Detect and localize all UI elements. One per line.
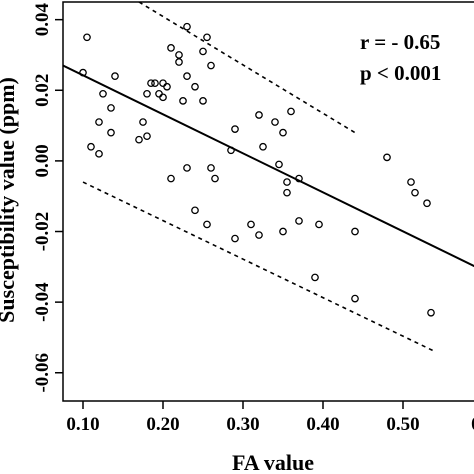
data-point	[167, 44, 175, 52]
p-value-annotation: p < 0.001	[360, 61, 441, 85]
y-axis-ticks: -0.06 -0.04 -0.02 0.00 0.02 0.04	[32, 3, 63, 393]
y-tick-label: 0.02	[32, 74, 53, 107]
plot-frame	[62, 1, 474, 402]
data-point	[283, 178, 291, 186]
data-point	[143, 132, 151, 141]
x-axis-ticks: 0.10 0.20 0.30 0.40 0.50 0.6	[66, 401, 474, 435]
data-point	[159, 79, 167, 88]
x-tick-label: 0.20	[146, 414, 179, 435]
data-point	[199, 47, 207, 56]
data-point	[151, 79, 159, 88]
y-tick-label: 0.04	[32, 3, 53, 37]
data-point	[159, 93, 167, 102]
data-point	[179, 97, 187, 105]
data-point	[175, 58, 183, 66]
data-point	[183, 22, 191, 31]
data-point	[79, 68, 87, 77]
data-point	[411, 188, 419, 197]
data-point	[295, 174, 303, 183]
x-axis-title: FA value	[232, 450, 314, 474]
data-point	[287, 107, 295, 116]
data-point	[167, 174, 175, 183]
data-point	[255, 111, 263, 119]
data-point	[295, 217, 303, 225]
data-point	[275, 160, 283, 169]
data-point	[255, 231, 263, 239]
data-point	[107, 104, 115, 112]
regression-line-group	[63, 64, 474, 268]
x-tick-label: 0.10	[66, 414, 99, 435]
data-point	[311, 273, 319, 282]
y-tick-label: -0.06	[32, 353, 53, 393]
data-point	[231, 125, 239, 133]
data-point	[423, 199, 431, 208]
data-point	[383, 153, 391, 162]
x-tick-label: 0.6	[471, 414, 474, 435]
data-point	[407, 178, 415, 186]
x-tick-label: 0.50	[386, 414, 419, 435]
data-point	[83, 33, 91, 42]
data-point	[191, 206, 199, 215]
x-tick-label: 0.30	[226, 414, 259, 435]
data-point	[427, 308, 435, 317]
data-point	[107, 128, 115, 137]
y-axis-title: Susceptibility value (ppm)	[0, 77, 19, 323]
data-point	[247, 220, 255, 229]
data-point	[183, 72, 191, 81]
data-point	[135, 135, 143, 144]
data-point	[227, 146, 235, 155]
data-point	[199, 97, 207, 105]
data-point	[207, 61, 215, 70]
data-point	[231, 234, 239, 243]
data-point	[203, 33, 211, 42]
data-point	[203, 220, 211, 229]
data-point	[175, 51, 183, 59]
data-point	[147, 79, 155, 88]
y-tick-label: -0.04	[32, 282, 53, 322]
y-tick-label: -0.02	[32, 212, 53, 252]
data-point	[155, 89, 163, 98]
data-point	[191, 82, 199, 91]
data-points	[79, 22, 435, 317]
correlation-annotation: r = - 0.65	[360, 30, 440, 54]
data-point	[87, 142, 95, 151]
data-point	[259, 142, 267, 151]
data-point	[143, 89, 151, 98]
data-point	[111, 72, 119, 81]
data-point	[211, 174, 219, 183]
y-tick-label: 0.00	[32, 144, 53, 177]
data-point	[99, 89, 107, 98]
data-point	[283, 188, 291, 197]
upper-prediction-band	[138, 2, 356, 134]
data-point	[279, 128, 287, 137]
x-tick-label: 0.40	[306, 414, 339, 435]
data-point	[351, 227, 359, 236]
data-point	[351, 294, 359, 303]
regression-line	[63, 64, 474, 268]
data-point	[279, 227, 287, 236]
data-point	[95, 149, 103, 158]
lower-prediction-band	[82, 181, 436, 353]
data-point	[95, 118, 103, 126]
data-point	[163, 82, 171, 91]
data-point	[183, 164, 191, 172]
data-point	[271, 118, 279, 126]
data-point	[139, 118, 147, 126]
prediction-bands	[82, 2, 436, 353]
data-point	[315, 220, 323, 229]
data-point	[207, 164, 215, 172]
